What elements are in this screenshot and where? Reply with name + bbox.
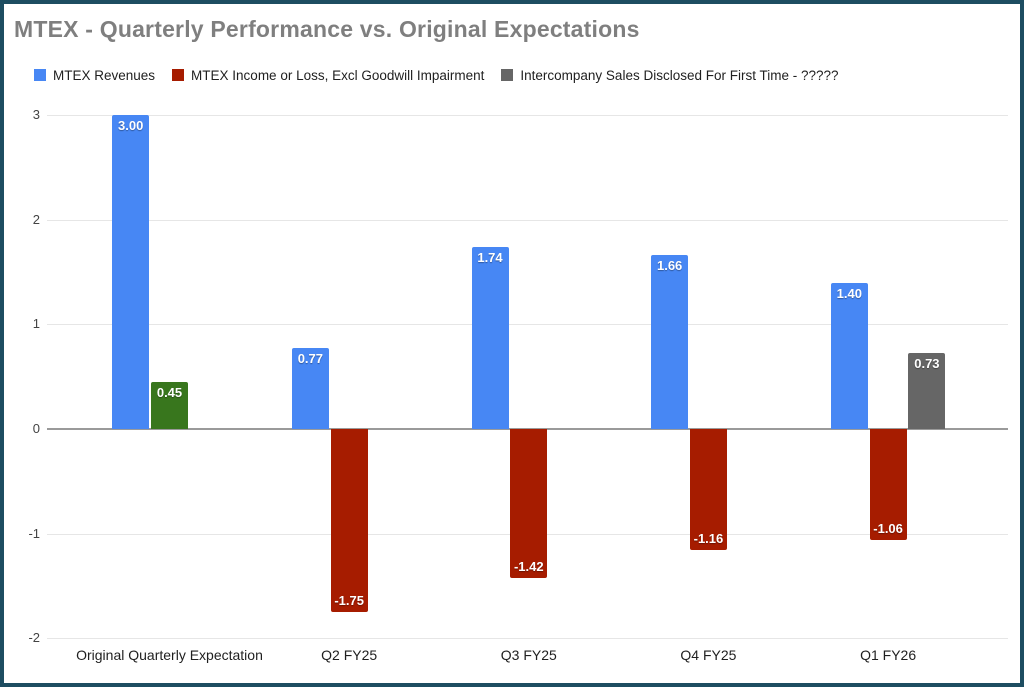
bar bbox=[908, 352, 946, 429]
bar bbox=[830, 282, 868, 429]
bar bbox=[471, 246, 509, 429]
bar bbox=[651, 255, 689, 429]
gridline bbox=[47, 115, 1008, 117]
x-tick-label: Q3 FY25 bbox=[500, 647, 557, 663]
bar-value-label: -1.42 bbox=[513, 558, 544, 574]
y-tick-label: -1 bbox=[28, 525, 40, 541]
x-tick-label: Q1 FY26 bbox=[860, 647, 917, 663]
y-tick-label: 1 bbox=[32, 316, 40, 332]
legend-item: MTEX Income or Loss, Excl Goodwill Impai… bbox=[172, 68, 484, 83]
legend: MTEX Revenues MTEX Income or Loss, Excl G… bbox=[34, 66, 839, 84]
bar-value-label: 0.45 bbox=[156, 384, 183, 400]
legend-item-label: MTEX Income or Loss, Excl Goodwill Impai… bbox=[191, 67, 485, 83]
gridline bbox=[47, 638, 1008, 640]
gridline bbox=[47, 219, 1008, 221]
legend-swatch bbox=[501, 69, 514, 81]
gridline bbox=[47, 324, 1008, 326]
legend-swatch bbox=[34, 69, 46, 81]
bar-value-label: 1.66 bbox=[656, 258, 683, 274]
legend-item-label: Intercompany Sales Disclosed For First T… bbox=[520, 67, 839, 83]
legend-item: MTEX Revenues bbox=[34, 68, 155, 83]
legend-swatch bbox=[172, 69, 185, 81]
bar-value-label: 1.74 bbox=[477, 249, 503, 265]
bar bbox=[151, 381, 188, 429]
bar-value-label: -1.75 bbox=[334, 593, 364, 609]
bar-value-label: -1.06 bbox=[873, 520, 903, 536]
bar bbox=[330, 429, 368, 613]
bar-value-label: 0.77 bbox=[297, 351, 323, 367]
y-tick-label: 2 bbox=[32, 211, 40, 227]
bar bbox=[510, 429, 548, 578]
bar-value-label: 0.73 bbox=[914, 355, 940, 371]
bar-value-label: 1.40 bbox=[836, 285, 862, 301]
x-tick-label: Q4 FY25 bbox=[680, 647, 737, 663]
x-tick-label: Original Quarterly Expectation bbox=[76, 647, 263, 663]
x-tick-label: Q2 FY25 bbox=[321, 647, 378, 663]
bar bbox=[291, 348, 329, 429]
legend-item-label: MTEX Revenues bbox=[53, 67, 156, 83]
y-tick-label: -2 bbox=[28, 630, 40, 646]
y-tick-label: 0 bbox=[32, 421, 40, 436]
chart-title: MTEX - Quarterly Performance vs. Origina… bbox=[14, 16, 640, 42]
bar-value-label: -1.16 bbox=[693, 531, 724, 547]
bar bbox=[112, 115, 150, 429]
y-tick-label: 3 bbox=[32, 107, 40, 123]
bar-value-label: 3.00 bbox=[118, 118, 144, 134]
legend-item: Intercompany Sales Disclosed For First T… bbox=[501, 67, 839, 83]
bar bbox=[869, 429, 907, 540]
bar bbox=[689, 429, 727, 551]
